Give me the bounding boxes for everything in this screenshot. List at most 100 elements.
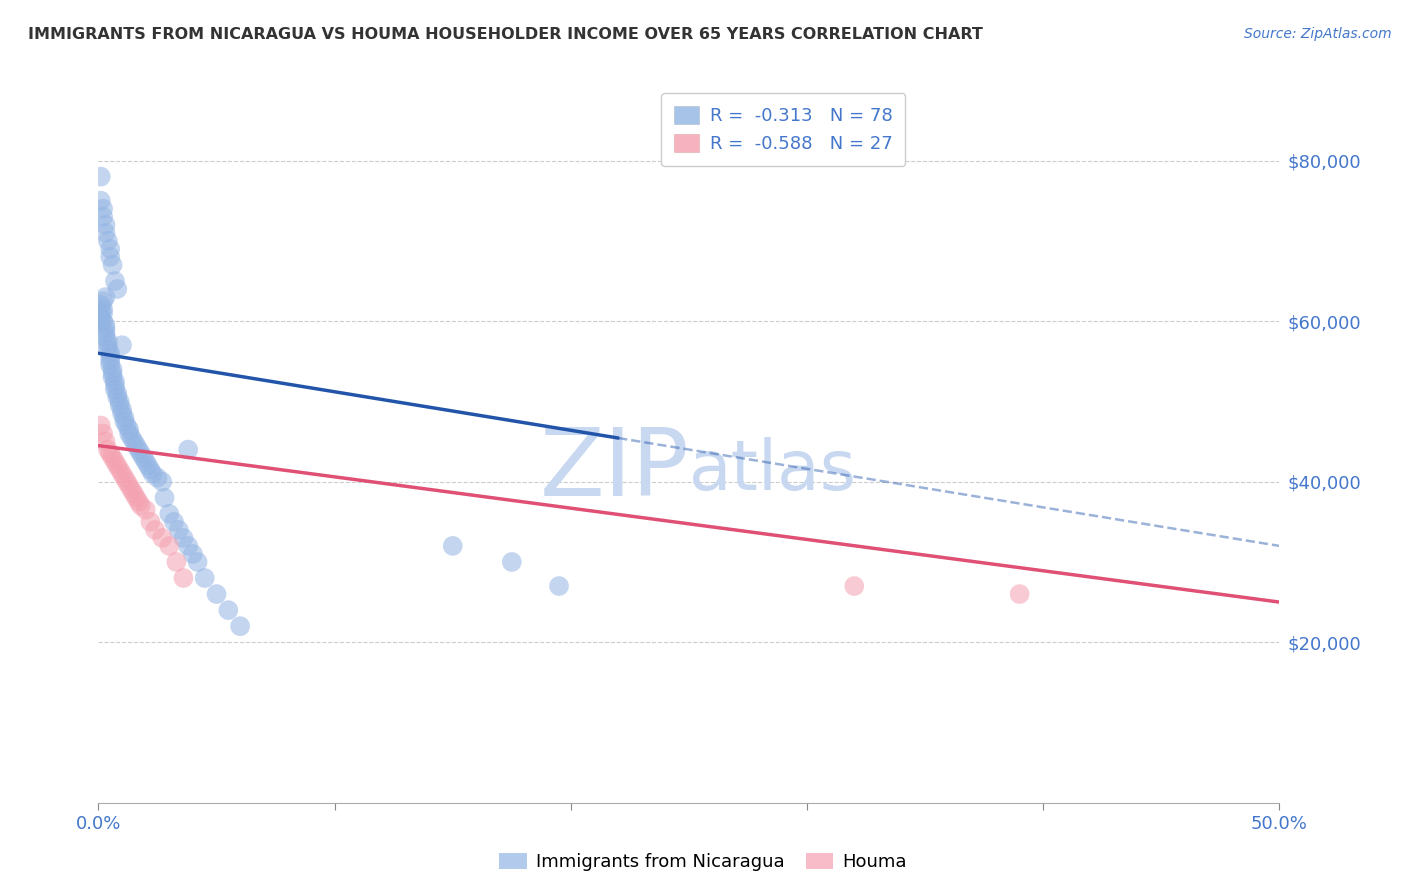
Point	[101, 450, 124, 465]
Point	[163, 515, 186, 529]
Point	[105, 386, 128, 401]
Point	[118, 422, 141, 436]
Point	[115, 475, 138, 489]
Point	[143, 523, 166, 537]
Point	[548, 579, 571, 593]
Legend: R =  -0.313   N = 78, R =  -0.588   N = 27: R = -0.313 N = 78, R = -0.588 N = 27	[661, 93, 905, 166]
Point	[118, 478, 141, 492]
Point	[157, 507, 180, 521]
Point	[501, 555, 523, 569]
Point	[90, 194, 112, 208]
Point	[94, 226, 117, 240]
Point	[105, 282, 128, 296]
Point	[115, 418, 138, 433]
Point	[150, 531, 173, 545]
Point	[91, 426, 114, 441]
Point	[177, 442, 200, 457]
Point	[98, 358, 121, 372]
Point	[150, 475, 173, 489]
Point	[98, 346, 121, 360]
Point	[187, 555, 209, 569]
Point	[1008, 587, 1031, 601]
Point	[129, 446, 152, 460]
Point	[94, 218, 117, 232]
Point	[111, 338, 134, 352]
Point	[121, 483, 143, 497]
Point	[194, 571, 217, 585]
Point	[98, 446, 121, 460]
Point	[111, 402, 134, 417]
Text: IMMIGRANTS FROM NICARAGUA VS HOUMA HOUSEHOLDER INCOME OVER 65 YEARS CORRELATION : IMMIGRANTS FROM NICARAGUA VS HOUMA HOUSE…	[28, 27, 983, 42]
Point	[90, 169, 112, 184]
Point	[217, 603, 239, 617]
Text: Source: ZipAtlas.com: Source: ZipAtlas.com	[1244, 27, 1392, 41]
Point	[94, 322, 117, 336]
Point	[91, 306, 114, 320]
Point	[135, 502, 157, 516]
Point	[97, 234, 120, 248]
Point	[172, 571, 194, 585]
Point	[105, 390, 128, 404]
Point	[91, 202, 114, 216]
Point	[118, 426, 141, 441]
Point	[157, 539, 180, 553]
Point	[172, 531, 194, 545]
Point	[97, 338, 120, 352]
Point	[844, 579, 866, 593]
Point	[177, 539, 200, 553]
Point	[111, 467, 134, 481]
Point	[441, 539, 464, 553]
Point	[153, 491, 176, 505]
Point	[122, 434, 145, 449]
Point	[112, 410, 135, 425]
Point	[94, 290, 117, 304]
Point	[104, 274, 127, 288]
Point	[108, 394, 131, 409]
Point	[91, 293, 114, 308]
Point	[136, 458, 159, 473]
Point	[121, 430, 143, 444]
Point	[128, 442, 150, 457]
Point	[94, 318, 117, 332]
Point	[229, 619, 252, 633]
Point	[101, 370, 124, 384]
Point	[94, 330, 117, 344]
Point	[165, 555, 187, 569]
Point	[90, 314, 112, 328]
Point	[101, 366, 124, 380]
Point	[91, 210, 114, 224]
Point	[108, 398, 131, 412]
Point	[98, 242, 121, 256]
Point	[139, 462, 162, 476]
Point	[104, 378, 127, 392]
Point	[112, 470, 135, 484]
Point	[128, 494, 150, 508]
Point	[91, 301, 114, 316]
Point	[98, 354, 121, 368]
Point	[97, 442, 120, 457]
Legend: Immigrants from Nicaragua, Houma: Immigrants from Nicaragua, Houma	[492, 846, 914, 879]
Point	[98, 250, 121, 264]
Point	[90, 310, 112, 324]
Point	[94, 434, 117, 449]
Point	[97, 342, 120, 356]
Point	[167, 523, 190, 537]
Point	[104, 454, 127, 468]
Point	[146, 470, 169, 484]
Point	[139, 515, 162, 529]
Text: ZIP: ZIP	[540, 425, 689, 516]
Point	[101, 362, 124, 376]
Point	[181, 547, 204, 561]
Point	[90, 418, 112, 433]
Point	[205, 587, 228, 601]
Text: atlas: atlas	[689, 437, 856, 504]
Point	[104, 374, 127, 388]
Point	[125, 491, 148, 505]
Point	[101, 258, 124, 272]
Point	[108, 462, 131, 476]
Point	[129, 499, 152, 513]
Point	[105, 458, 128, 473]
Point	[125, 438, 148, 452]
Point	[111, 406, 134, 420]
Point	[94, 326, 117, 340]
